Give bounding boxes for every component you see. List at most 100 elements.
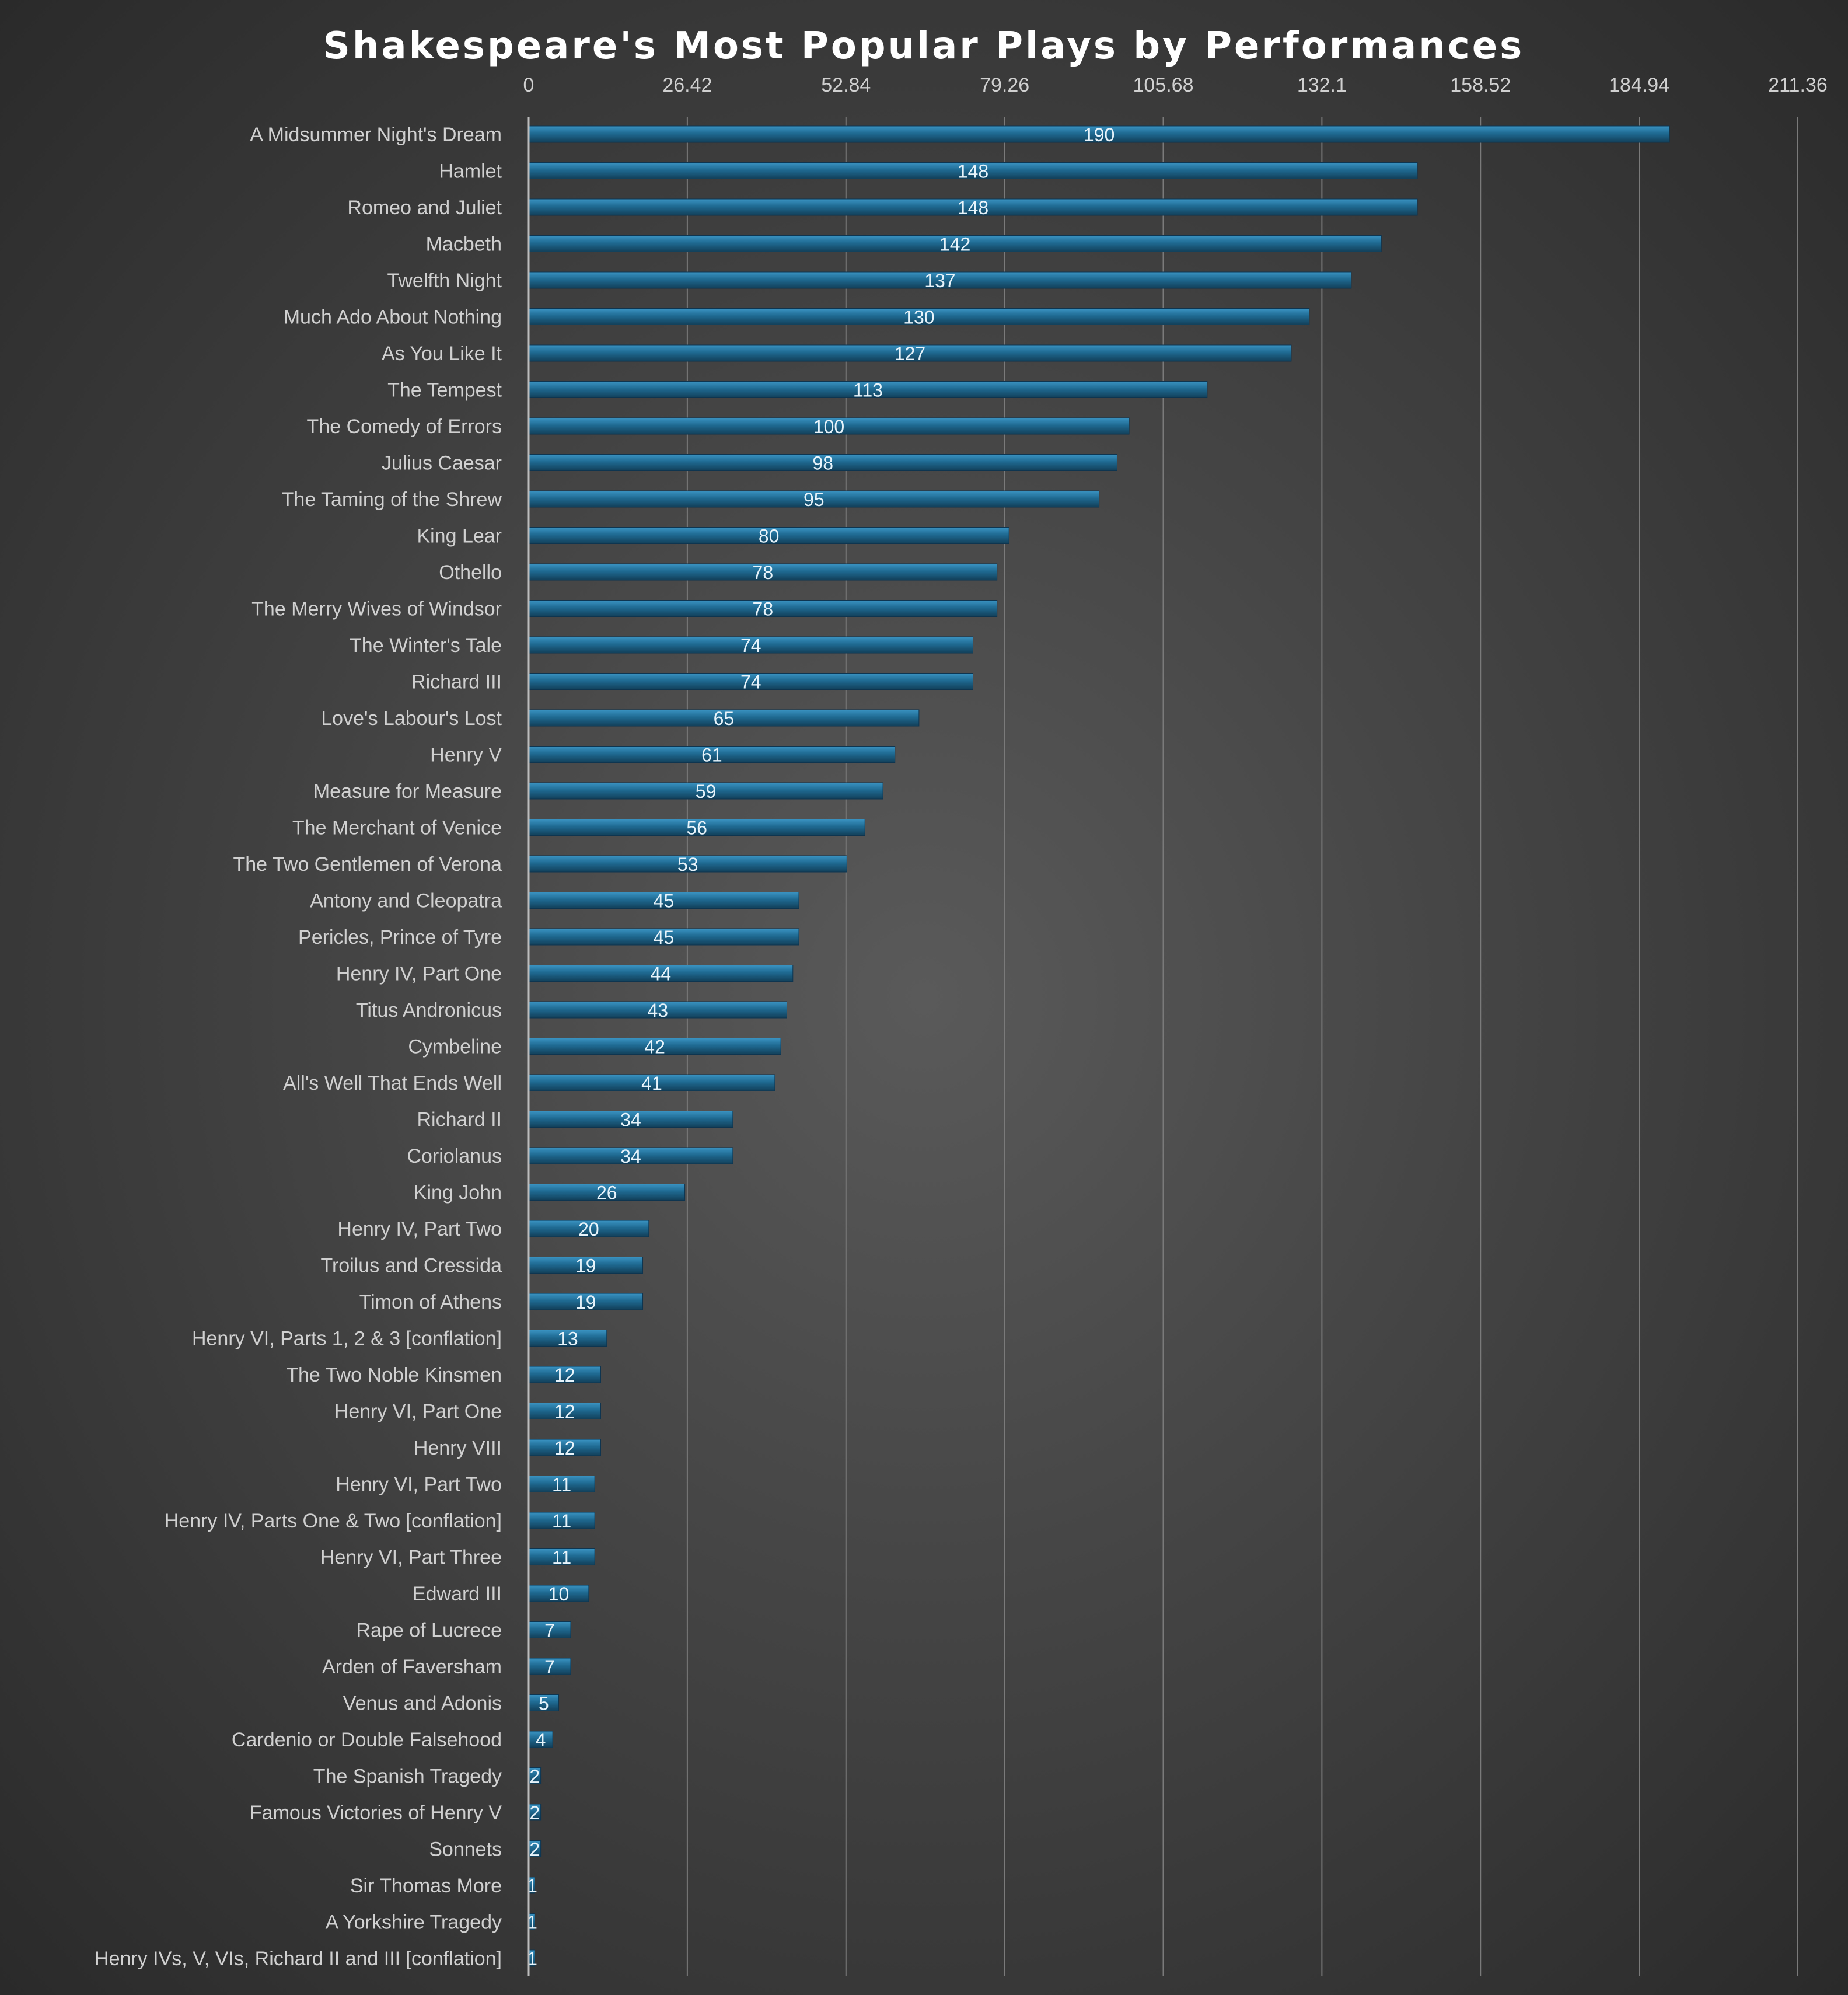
bar	[528, 162, 1418, 179]
data-label: 11	[552, 1511, 571, 1532]
y-tick-label: Henry VI, Part One	[334, 1401, 502, 1423]
data-label: 19	[575, 1292, 596, 1313]
data-label: 26	[596, 1183, 617, 1204]
y-tick-label: The Merchant of Venice	[292, 817, 502, 839]
y-tick-label: Romeo and Juliet	[347, 197, 502, 219]
bar	[528, 709, 920, 727]
y-tick-label: The Tempest	[387, 379, 502, 402]
bar	[528, 1111, 733, 1128]
y-tick-label: King John	[414, 1182, 502, 1204]
data-label: 148	[958, 161, 988, 182]
bar	[528, 1001, 787, 1019]
data-labels: 1901481481421371301271131009895807878747…	[527, 124, 1115, 1969]
y-tick-label: All's Well That Ends Well	[283, 1072, 502, 1094]
bar	[528, 636, 973, 654]
bar	[528, 965, 794, 982]
y-tick-label: Twelfth Night	[387, 270, 502, 292]
y-tick-label: Henry IV, Part One	[336, 963, 502, 985]
data-label: 7	[544, 1620, 555, 1641]
bar	[528, 1621, 571, 1638]
y-tick-label: Much Ado About Nothing	[284, 306, 502, 329]
y-tick-label: Measure for Measure	[313, 780, 502, 803]
y-tick-label: Venus and Adonis	[343, 1693, 502, 1715]
bar	[528, 1658, 571, 1675]
x-axis-ticks: 0 26.42 52.84 79.26 105.68 132.1 158.52 184.94 2…	[523, 74, 1828, 96]
y-tick-label: Henry VI, Part Two	[336, 1474, 502, 1496]
data-label: 5	[539, 1693, 549, 1714]
data-label: 20	[578, 1219, 599, 1240]
x-tick-label: 184.94	[1609, 74, 1669, 96]
bar	[528, 600, 998, 617]
bar	[528, 855, 847, 873]
bar	[528, 235, 1382, 252]
data-label: 45	[654, 891, 675, 912]
y-tick-label: King Lear	[417, 525, 502, 547]
bar	[528, 198, 1418, 216]
bar	[528, 1074, 775, 1091]
data-label: 65	[714, 708, 735, 729]
bar	[528, 490, 1100, 508]
data-label: 7	[544, 1656, 555, 1677]
y-axis-labels: A Midsummer Night's Dream Hamlet Romeo and…	[95, 124, 502, 1970]
data-label: 78	[753, 599, 774, 620]
data-label: 113	[853, 380, 883, 401]
y-tick-label: Rape of Lucrece	[357, 1620, 502, 1642]
x-tick-label: 52.84	[821, 74, 871, 96]
x-tick-label: 105.68	[1133, 74, 1194, 96]
y-tick-label: The Winter's Tale	[350, 634, 502, 657]
y-tick-label: The Spanish Tragedy	[313, 1766, 502, 1788]
bar	[528, 1585, 589, 1602]
y-tick-label: Famous Victories of Henry V	[250, 1802, 502, 1824]
data-label: 2	[529, 1802, 540, 1823]
bar	[528, 746, 896, 763]
data-label: 78	[753, 562, 774, 583]
data-label: 74	[740, 635, 761, 656]
bar	[528, 673, 973, 690]
bar	[528, 563, 998, 581]
y-tick-label: Richard III	[411, 671, 502, 693]
data-label: 41	[641, 1073, 662, 1094]
data-label: 11	[552, 1474, 571, 1495]
y-tick-label: The Comedy of Errors	[307, 416, 502, 438]
y-tick-label: Arden of Faversham	[322, 1656, 502, 1678]
y-tick-label: As You Like It	[382, 343, 502, 365]
data-label: 95	[804, 489, 825, 510]
data-label: 13	[557, 1328, 578, 1349]
data-label: 12	[554, 1365, 575, 1386]
bar	[528, 271, 1352, 289]
y-tick-label: The Two Noble Kinsmen	[286, 1364, 502, 1386]
data-label: 1	[527, 1948, 537, 1969]
bar	[528, 1476, 595, 1492]
y-tick-label: Cardenio or Double Falsehood	[232, 1729, 502, 1751]
data-label: 148	[958, 197, 988, 218]
chart-title: Shakespeare's Most Popular Plays by Perf…	[323, 25, 1524, 68]
y-tick-label: Timon of Athens	[359, 1291, 502, 1313]
data-label: 12	[554, 1401, 575, 1422]
y-tick-label: Henry VI, Part Three	[320, 1547, 502, 1569]
y-tick-label: Henry V	[430, 744, 502, 766]
data-label: 61	[701, 745, 722, 766]
x-tick-label: 0	[523, 74, 535, 96]
y-tick-label: Sir Thomas More	[350, 1875, 502, 1897]
data-label: 42	[644, 1037, 665, 1058]
data-label: 53	[677, 854, 698, 875]
y-tick-label: A Yorkshire Tragedy	[326, 1912, 502, 1934]
data-label: 44	[651, 964, 672, 985]
y-tick-label: Henry IVs, V, VIs, Richard II and III [c…	[95, 1948, 502, 1970]
y-tick-label: Henry IV, Part Two	[337, 1218, 502, 1240]
x-tick-label: 26.42	[662, 74, 712, 96]
bar	[528, 308, 1310, 325]
y-tick-label: Sonnets	[429, 1839, 502, 1861]
y-tick-label: Richard II	[417, 1109, 502, 1131]
data-label: 190	[1084, 124, 1115, 145]
data-label: 34	[620, 1146, 641, 1167]
bar	[528, 344, 1292, 362]
data-label: 59	[696, 781, 717, 802]
bar	[528, 1548, 595, 1565]
data-label: 12	[554, 1438, 575, 1459]
data-label: 45	[654, 927, 675, 948]
bar	[528, 454, 1117, 471]
data-label: 11	[552, 1547, 571, 1568]
data-label: 74	[740, 672, 761, 693]
data-label: 130	[903, 307, 934, 328]
